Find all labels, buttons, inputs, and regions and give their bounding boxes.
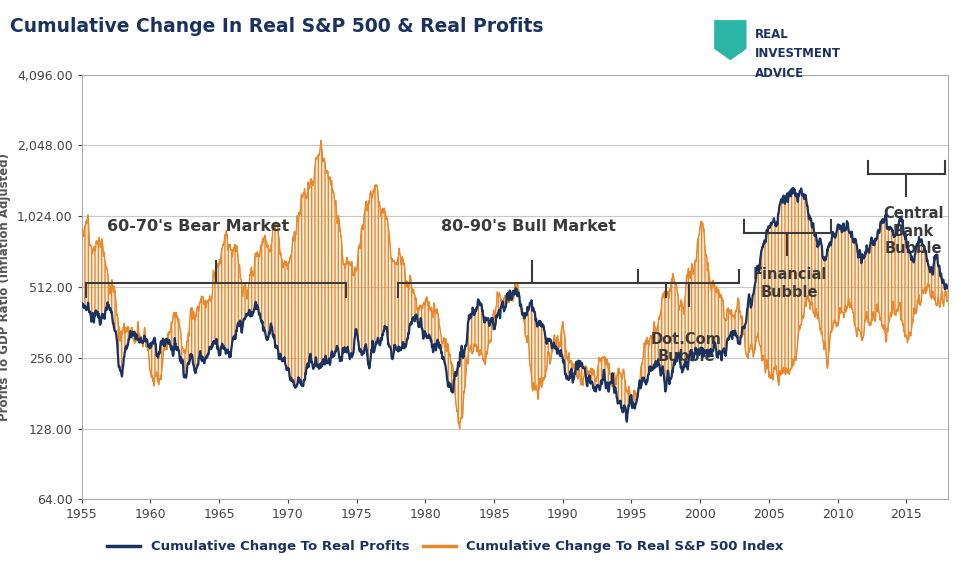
Polygon shape <box>713 20 746 60</box>
Text: Dot.Com
Bubble: Dot.Com Bubble <box>651 332 721 364</box>
Legend: Cumulative Change To Real Profits, Cumulative Change To Real S&P 500 Index: Cumulative Change To Real Profits, Cumul… <box>102 535 788 559</box>
Text: Central
Bank
Bubble: Central Bank Bubble <box>882 206 943 256</box>
Text: ADVICE: ADVICE <box>753 67 802 80</box>
Text: 80-90's Bull Market: 80-90's Bull Market <box>440 219 615 234</box>
Text: 60-70's Bear Market: 60-70's Bear Market <box>108 219 289 234</box>
Text: INVESTMENT: INVESTMENT <box>753 47 840 60</box>
Text: REAL: REAL <box>753 28 787 41</box>
Y-axis label: Profits To GDP Ratio (Inflation Adjusted): Profits To GDP Ratio (Inflation Adjusted… <box>0 153 12 421</box>
Text: Financial
Bubble: Financial Bubble <box>752 267 825 300</box>
Text: Cumulative Change In Real S&P 500 & Real Profits: Cumulative Change In Real S&P 500 & Real… <box>10 17 543 36</box>
